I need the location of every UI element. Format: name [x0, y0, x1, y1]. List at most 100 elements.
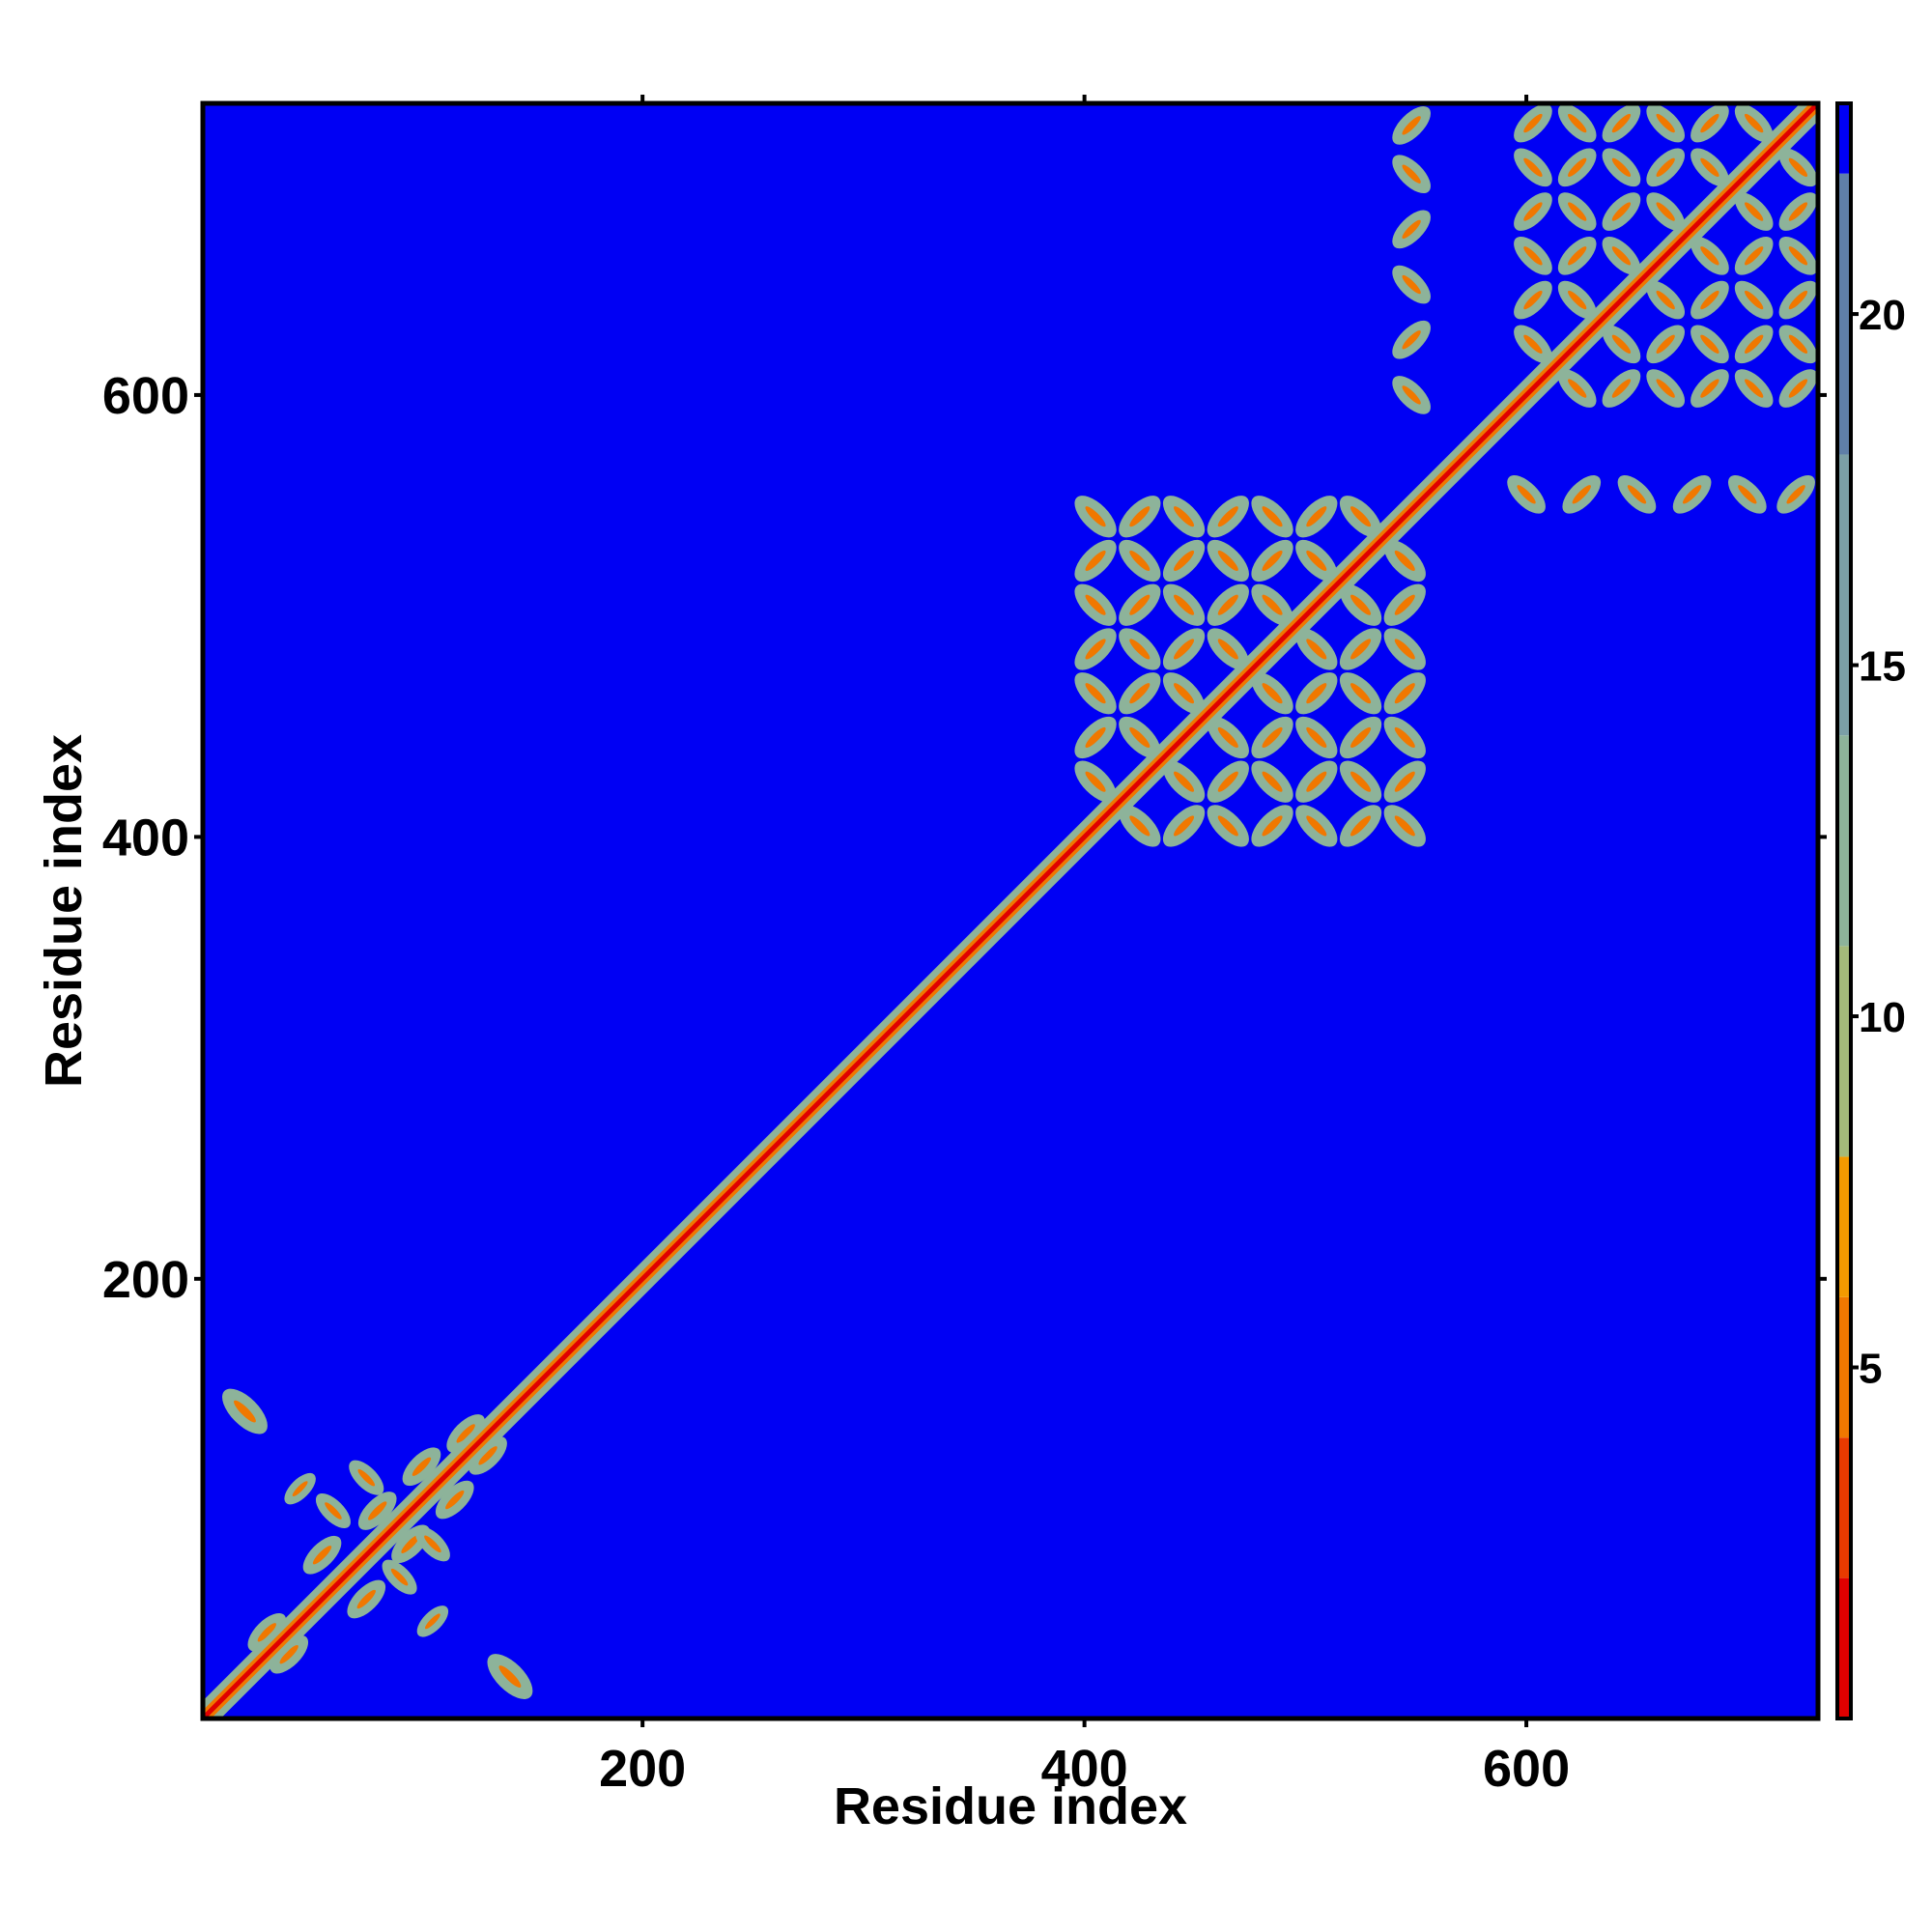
contact-patch-core [1523, 113, 1543, 133]
contact-patch-core [1085, 506, 1106, 527]
x-axis-title: Residue index [834, 1777, 1187, 1835]
contact-patch-core [478, 1446, 497, 1465]
contact-patch-core [1656, 157, 1675, 177]
contact-patch-core [1394, 594, 1415, 615]
contact-patch-core [1306, 815, 1327, 837]
contact-patch-core [1262, 594, 1283, 615]
contact-patch-core [1129, 815, 1151, 837]
colorbar-tick-label: 10 [1859, 994, 1906, 1041]
contact-patch-core [1174, 683, 1195, 704]
contact-patch-core [1085, 771, 1106, 792]
colorbar-band [1837, 103, 1851, 174]
contact-patch-core [1627, 485, 1647, 504]
contact-patch-core [1262, 815, 1283, 837]
diagonal-core [203, 103, 1818, 1719]
y-axis-title: Residue index [35, 734, 93, 1088]
contact-patch-core [1306, 771, 1327, 792]
colorbar-frame [1835, 101, 1853, 1720]
contact-patch-core [1306, 506, 1327, 527]
plot-frame [200, 100, 1821, 1721]
contact-patch-core [1568, 202, 1587, 221]
contact-patch-core [1129, 506, 1151, 527]
contact-patch-core [1217, 771, 1238, 792]
contact-patch-core [1745, 246, 1764, 266]
colorbar-tick-label: 15 [1859, 643, 1906, 691]
contact-patch-core [1656, 334, 1675, 354]
contact-patch-core [1262, 771, 1283, 792]
contact-patch-core [1788, 246, 1808, 266]
colorbar-tick-label: 20 [1859, 292, 1906, 339]
colorbar-band [1837, 946, 1851, 1157]
contact-patch-core [1394, 550, 1415, 572]
colorbar-band [1837, 454, 1851, 736]
colorbar-ticks: 5 10 15 20 [1851, 292, 1906, 1393]
contact-patch-core [1568, 157, 1587, 177]
contact-patch-core [456, 1424, 475, 1443]
contact-patch-core [234, 1400, 256, 1423]
contact-patch-core [1174, 550, 1195, 572]
contact-patch-core [1700, 379, 1719, 398]
contact-patch-core [1786, 485, 1805, 504]
contact-patch-core [424, 1613, 440, 1630]
contact-patch-core [1217, 726, 1238, 748]
contact-patch-core [1523, 290, 1543, 310]
contact-patch-core [1745, 202, 1764, 221]
contact-patch-core [1174, 771, 1195, 792]
contact-patch-core [1402, 116, 1421, 135]
x-axis: 200 400 600 [599, 95, 1570, 1798]
contact-patch-core [1656, 379, 1675, 398]
contact-patch-core [357, 1468, 376, 1487]
contact-patch-core [1217, 506, 1238, 527]
contact-patch-core [1262, 726, 1283, 748]
contact-patch-core [1217, 594, 1238, 615]
contact-patch-core [1085, 726, 1106, 748]
contact-patch-core [1174, 639, 1195, 660]
contact-patch-core [1129, 639, 1151, 660]
contact-patch-core [1394, 683, 1415, 704]
contact-patch-core [1217, 550, 1238, 572]
contact-patch-core [1262, 506, 1283, 527]
contact-patch-core [1394, 771, 1415, 792]
contact-patch-core [1788, 334, 1808, 354]
contact-patch-core [1656, 202, 1675, 221]
contact-patch-core [1129, 550, 1151, 572]
contact-patch-core [1306, 639, 1327, 660]
contact-patch-core [1788, 202, 1808, 221]
contact-patch-core [1700, 157, 1719, 177]
contact-patch-core [1129, 683, 1151, 704]
contact-patch-core [1611, 246, 1632, 266]
contact-patch-core [1394, 726, 1415, 748]
contact-patch-core [1523, 157, 1543, 177]
contact-patch-core [1394, 639, 1415, 660]
x-tick-label: 400 [1041, 1740, 1128, 1798]
contact-patch-core [1174, 594, 1195, 615]
contact-patch-core [1568, 113, 1587, 133]
contact-patch-core [1085, 639, 1106, 660]
contact-patch-core [1700, 113, 1719, 133]
contact-patch-core [1350, 683, 1372, 704]
colorbar-bands [1837, 103, 1851, 1719]
contact-patch-core [1402, 219, 1421, 240]
contact-patch-core [1656, 113, 1675, 133]
contact-patch-core [1306, 726, 1327, 748]
colorbar-band [1837, 1577, 1851, 1719]
contact-patch-core [1174, 506, 1195, 527]
contact-patch-core [445, 1490, 465, 1510]
colorbar-tick-label: 5 [1859, 1346, 1882, 1393]
contact-patch-core [412, 1457, 432, 1476]
heatmap-plot-area [200, 100, 1821, 1721]
contact-patch-core [1788, 157, 1808, 177]
contact-patch-core [1262, 683, 1283, 704]
contact-patch-core [1700, 290, 1719, 310]
x-tick-label: 200 [599, 1740, 686, 1798]
contact-patch-core [1523, 246, 1543, 266]
contact-patch-core [1306, 550, 1327, 572]
contact-patch-core [1523, 202, 1543, 221]
contact-patch-core [1085, 594, 1106, 615]
contact-patch-core [424, 1535, 441, 1553]
contact-patch-core [1745, 379, 1764, 398]
contact-patch-core [1788, 379, 1808, 398]
contact-patch-core [1700, 246, 1719, 266]
contact-patch-core [279, 1645, 298, 1664]
